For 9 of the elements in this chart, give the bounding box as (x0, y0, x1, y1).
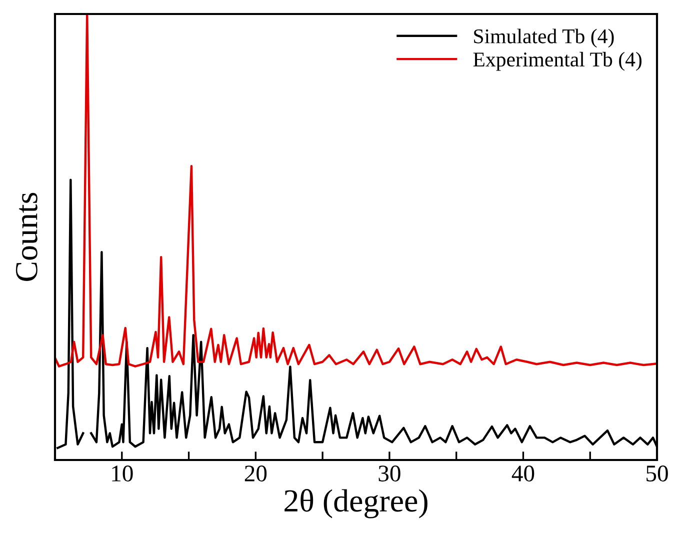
x-tick-label: 50 (646, 466, 668, 482)
x-tick-label: 40 (512, 466, 534, 482)
legend-label: Experimental Tb (4) (473, 52, 642, 71)
legend-label: Simulated Tb (4) (474, 28, 614, 48)
x-axis-title: 2θ (degree) (284, 489, 428, 518)
x-tick-label: 20 (244, 466, 267, 482)
x-tick-label: 30 (378, 466, 400, 482)
x-tick-label: 10 (112, 466, 133, 482)
y-axis-title: Counts (16, 192, 38, 281)
